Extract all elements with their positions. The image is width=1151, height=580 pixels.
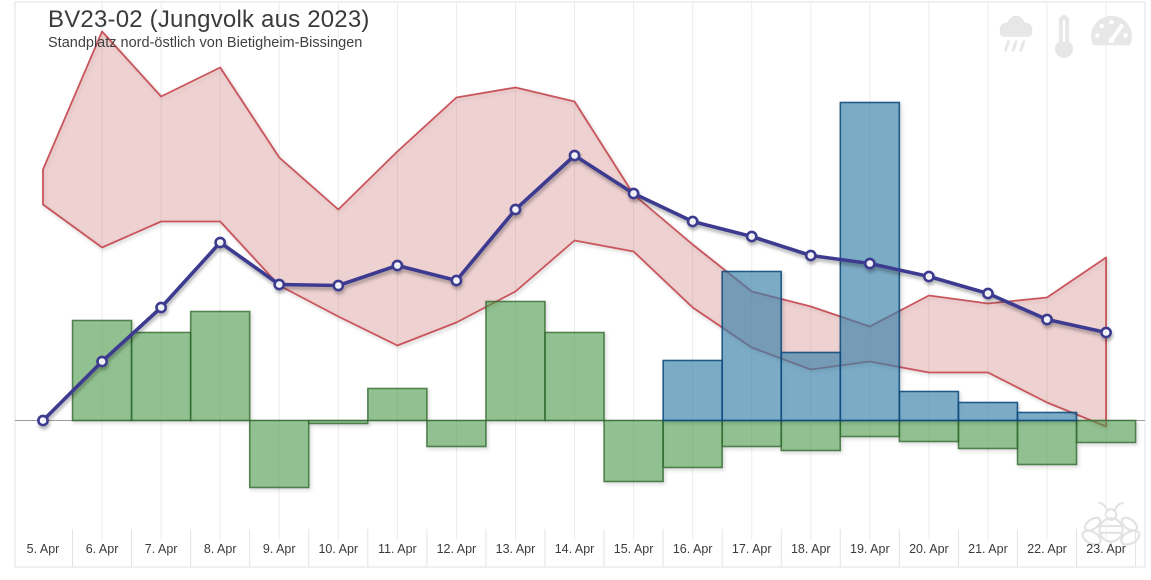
x-axis-label: 20. Apr: [909, 542, 949, 556]
thermometer-icon[interactable]: [1052, 12, 1076, 65]
page-subtitle: Standplatz nord-östlich von Bietigheim-B…: [48, 35, 363, 51]
x-axis-label: 10. Apr: [318, 542, 358, 556]
page-title: BV23-02 (Jungvolk aus 2023): [48, 6, 370, 33]
x-axis-label: 9. Apr: [263, 542, 296, 556]
chart-header: BV23-02 (Jungvolk aus 2023) Standplatz n…: [48, 6, 370, 51]
x-axis-label: 12. Apr: [437, 542, 477, 556]
toolbar: [994, 12, 1135, 65]
x-axis-label: 21. Apr: [968, 542, 1008, 556]
gauge-icon[interactable]: [1088, 12, 1135, 54]
x-axis-label: 7. Apr: [145, 542, 178, 556]
x-axis-label: 17. Apr: [732, 542, 772, 556]
x-axis-label: 14. Apr: [555, 542, 595, 556]
x-axis-label: 6. Apr: [86, 542, 119, 556]
x-axis-label: 16. Apr: [673, 542, 713, 556]
x-axis-label: 5. Apr: [27, 542, 60, 556]
x-axis-label: 19. Apr: [850, 542, 890, 556]
x-axis-label: 13. Apr: [496, 542, 536, 556]
bee-icon: [1080, 499, 1142, 562]
x-axis-label: 22. Apr: [1027, 542, 1067, 556]
x-axis-label: 8. Apr: [204, 542, 237, 556]
rain-icon[interactable]: [994, 12, 1040, 61]
x-axis-label: 15. Apr: [614, 542, 654, 556]
x-axis-label: 23. Apr: [1086, 542, 1126, 556]
x-axis-label: 18. Apr: [791, 542, 831, 556]
x-axis-label: 11. Apr: [378, 542, 417, 556]
